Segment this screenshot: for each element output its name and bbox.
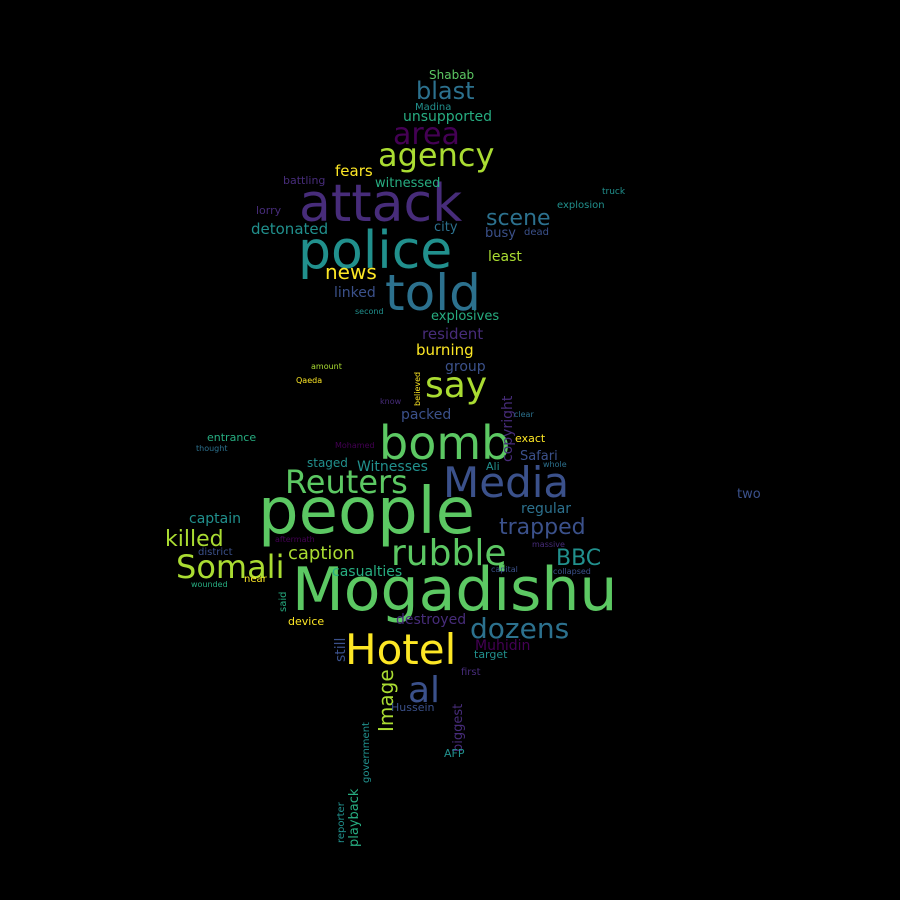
word-captain: captain [189, 511, 241, 527]
word-believed: believed [413, 372, 422, 406]
word-group: group [445, 359, 486, 375]
word-al: al [408, 670, 440, 711]
word-near: near [244, 574, 268, 585]
word-say: say [425, 365, 487, 406]
word-two: two [737, 487, 761, 502]
word-attack: attack [299, 174, 462, 234]
word-rubble: rubble [391, 533, 506, 574]
word-muhidin: Muhidin [475, 638, 530, 654]
word-media: Media [443, 458, 569, 507]
word-image: Image [374, 669, 398, 732]
word-hotel: Hotel [345, 625, 456, 674]
word-district: district [198, 547, 233, 558]
word-city: city [434, 220, 458, 235]
word-government: government [361, 722, 372, 783]
word-dead: dead [524, 227, 549, 238]
word-somali: Somali [176, 548, 284, 586]
word-copyright: copyright [500, 395, 516, 462]
word-area: area [393, 117, 460, 152]
word-agency: agency [378, 136, 494, 174]
word-know: know [380, 397, 402, 406]
word-capital: capital [491, 565, 518, 574]
word-mogadishu: Mogadishu [292, 555, 617, 625]
word-entrance: entrance [207, 431, 256, 444]
word-massive: massive [532, 540, 565, 549]
word-qaeda: Qaeda [296, 376, 322, 385]
word-police: police [298, 221, 452, 281]
word-explosion: explosion [557, 200, 605, 211]
word-caption: caption [288, 543, 355, 564]
word-packed: packed [401, 407, 451, 423]
word-collapsed: collapsed [553, 567, 591, 576]
word-resident: resident [422, 325, 483, 343]
word-exact: exact [515, 432, 546, 445]
word-bbc: BBC [556, 546, 601, 571]
word-amount: amount [311, 362, 342, 371]
word-reporter: reporter [336, 801, 347, 843]
word-dozens: dozens [470, 612, 569, 645]
word-blast: blast [416, 77, 475, 105]
word-casualties: casualties [332, 564, 402, 580]
word-people: people [258, 475, 475, 549]
word-playback: playback [347, 788, 362, 847]
word-whole: whole [543, 460, 567, 469]
word-device: device [288, 615, 324, 628]
word-fears: fears [335, 162, 373, 180]
word-lorry: lorry [256, 204, 282, 217]
word-detonated: detonated [251, 220, 328, 238]
word-witnesses: Witnesses [357, 459, 428, 475]
word-biggest: biggest [451, 704, 466, 752]
word-madina: Madina [415, 102, 451, 113]
word-clear: clear [514, 410, 534, 419]
word-safari: Safari [520, 449, 558, 464]
word-trapped: trapped [499, 515, 586, 540]
word-shabab: Shabab [429, 68, 474, 82]
word-mohamed: Mohamed [335, 441, 375, 450]
word-regular: regular [521, 501, 571, 517]
word-truck: truck [602, 187, 626, 197]
word-news: news [325, 260, 377, 284]
word-afp: AFP [444, 747, 465, 760]
word-wounded: wounded [191, 580, 228, 589]
word-still: still [333, 638, 349, 662]
word-thought: thought [196, 444, 227, 453]
word-told: told [385, 264, 481, 322]
word-battling: battling [283, 174, 325, 187]
word-aftermath: aftermath [275, 535, 315, 544]
word-target: target [474, 648, 508, 661]
word-reuters: Reuters [285, 463, 408, 501]
word-bomb: bomb [379, 416, 510, 470]
word-destroyed: destroyed [396, 612, 466, 628]
word-witnessed: witnessed [375, 176, 440, 191]
word-unsupported: unsupported [403, 109, 492, 125]
word-ali: Ali [486, 460, 500, 473]
word-first: first [461, 667, 481, 678]
word-linked: linked [334, 285, 376, 301]
word-second: second [355, 307, 384, 316]
word-said: said [278, 592, 289, 612]
word-least: least [488, 249, 522, 265]
word-killed: killed [165, 527, 224, 552]
word-hussein: Hussein [391, 701, 435, 714]
word-burning: burning [416, 341, 474, 359]
word-busy: busy [485, 226, 516, 241]
word-staged: staged [307, 456, 348, 470]
word-explosives: explosives [431, 309, 499, 324]
word-scene: scene [486, 206, 551, 231]
